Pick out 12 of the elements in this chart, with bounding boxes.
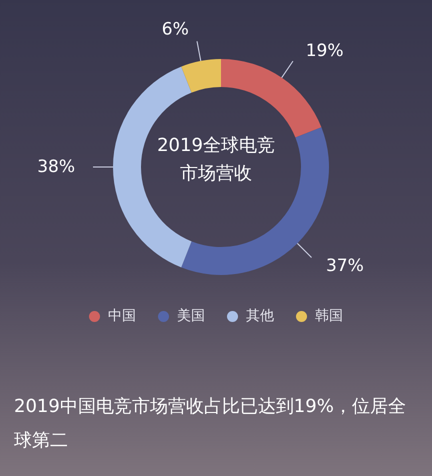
legend-label: 中国 <box>108 307 136 325</box>
legend-label: 韩国 <box>315 307 343 325</box>
data-label: 6% <box>162 19 189 40</box>
legend-label: 美国 <box>177 307 205 325</box>
text: 2019中国电竞市场营收占比已达到19%，位居全球第二 <box>14 395 407 453</box>
text: 2019全球电竞市场营收 <box>156 134 276 186</box>
data-label: 38% <box>37 157 75 177</box>
legend-label: 其他 <box>246 307 274 325</box>
data-label: 37% <box>326 256 364 276</box>
data-label: 19% <box>306 41 344 62</box>
donut-slice <box>221 59 322 138</box>
donut-slice <box>181 59 221 93</box>
